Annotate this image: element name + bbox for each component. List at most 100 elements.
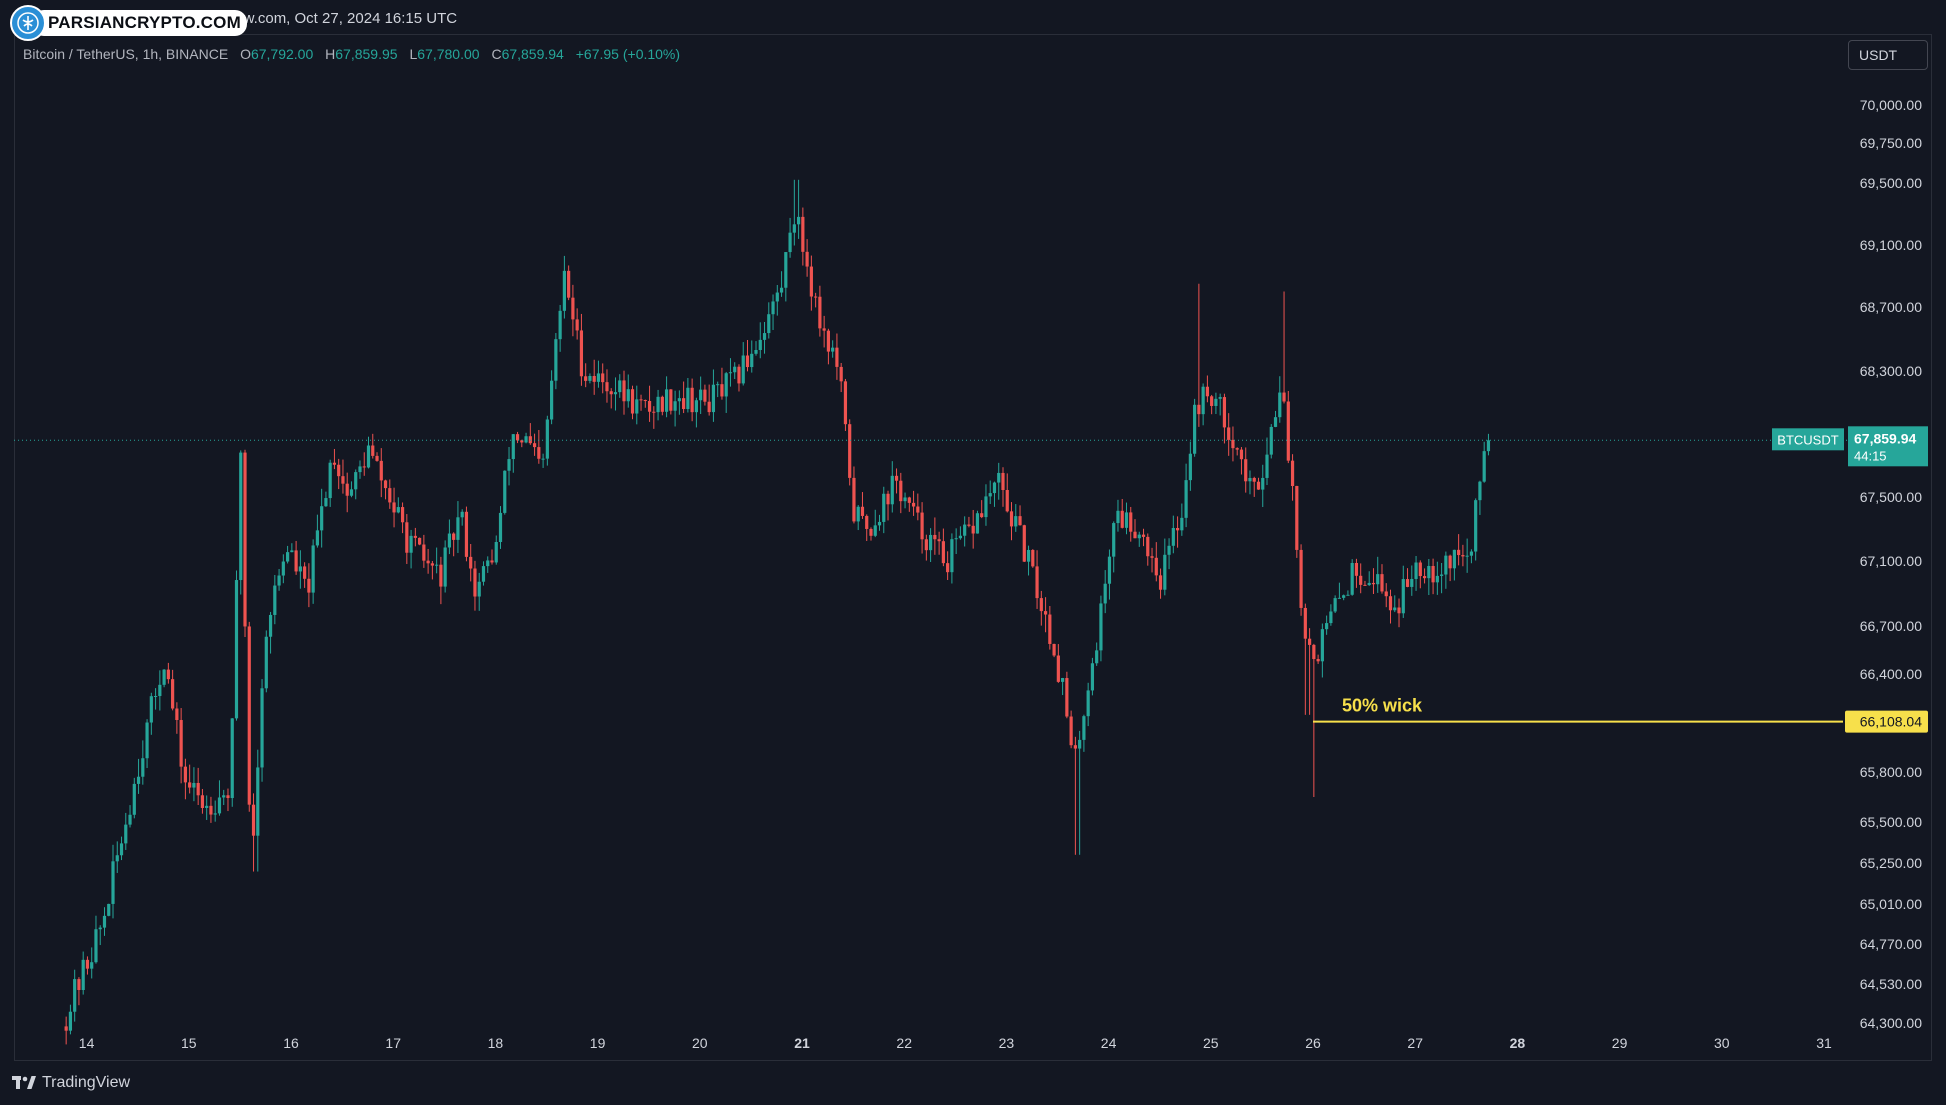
candle-body[interactable] (592, 376, 596, 382)
candle-body[interactable] (745, 355, 750, 368)
candle-body[interactable] (762, 333, 767, 340)
candle-body[interactable] (992, 482, 997, 494)
candle-body[interactable] (119, 843, 124, 856)
candle-body[interactable] (149, 696, 153, 723)
candle-body[interactable] (814, 296, 818, 298)
candle-body[interactable] (366, 445, 371, 468)
candle-body[interactable] (379, 460, 383, 481)
candle-body[interactable] (907, 497, 911, 503)
candle-body[interactable] (456, 517, 460, 540)
candle-body[interactable] (1401, 579, 1405, 614)
candle-body[interactable] (64, 1026, 68, 1031)
candle-body[interactable] (375, 455, 379, 461)
candle-body[interactable] (843, 381, 848, 425)
candle-body[interactable] (1452, 549, 1456, 569)
candle-body[interactable] (486, 560, 490, 567)
candle-body[interactable] (818, 296, 822, 329)
candle-body[interactable] (1197, 404, 1201, 415)
candle-body[interactable] (550, 380, 554, 420)
candle-body[interactable] (345, 483, 349, 496)
candle-body[interactable] (98, 927, 102, 930)
candle-body[interactable] (1137, 534, 1141, 539)
candle-body[interactable] (396, 507, 400, 513)
candle-body[interactable] (1393, 607, 1397, 611)
candle-body[interactable] (694, 400, 698, 413)
candle-body[interactable] (575, 319, 579, 331)
candle-body[interactable] (562, 270, 566, 311)
candle-body[interactable] (1227, 427, 1231, 440)
candle-body[interactable] (111, 861, 115, 904)
candle-body[interactable] (264, 636, 268, 689)
candle-body[interactable] (1043, 611, 1048, 615)
candle-body[interactable] (81, 959, 85, 991)
candle-body[interactable] (294, 550, 298, 572)
candle-body[interactable] (251, 804, 256, 836)
candle-body[interactable] (1474, 500, 1478, 552)
candle-body[interactable] (1278, 392, 1282, 418)
candle-body[interactable] (541, 458, 545, 460)
candle-body[interactable] (886, 493, 890, 505)
candle-body[interactable] (1107, 556, 1112, 584)
candle-body[interactable] (1325, 623, 1329, 630)
candle-body[interactable] (724, 373, 728, 397)
candle-body[interactable] (307, 578, 311, 593)
candle-body[interactable] (73, 979, 77, 1012)
candle-body[interactable] (963, 524, 967, 536)
candle-body[interactable] (754, 349, 758, 354)
candle-body[interactable] (460, 511, 464, 518)
candle-body[interactable] (1124, 512, 1129, 528)
candle-body[interactable] (1210, 396, 1214, 406)
candle-body[interactable] (622, 380, 626, 402)
candle-body[interactable] (958, 535, 963, 539)
candle-body[interactable] (1337, 597, 1342, 599)
candle-body[interactable] (686, 387, 690, 410)
candle-body[interactable] (337, 464, 341, 477)
candle-body[interactable] (1282, 392, 1286, 402)
candle-body[interactable] (809, 266, 813, 297)
candle-body[interactable] (1431, 565, 1435, 583)
candle-body[interactable] (801, 216, 805, 252)
candle-body[interactable] (358, 466, 362, 473)
candle-body[interactable] (315, 530, 320, 546)
candle-body[interactable] (1184, 480, 1188, 518)
candle-body[interactable] (865, 515, 869, 529)
candle-body[interactable] (558, 310, 562, 340)
candle-body[interactable] (528, 436, 532, 444)
candle-body[interactable] (1410, 578, 1414, 587)
candle-body[interactable] (1320, 629, 1324, 662)
candle-body[interactable] (1171, 527, 1175, 546)
candle-body[interactable] (852, 477, 856, 522)
candle-body[interactable] (422, 544, 426, 561)
candle-body[interactable] (481, 566, 486, 582)
candle-body[interactable] (1201, 386, 1205, 415)
candle-body[interactable] (226, 795, 230, 799)
candle-body[interactable] (882, 493, 886, 522)
candle-body[interactable] (1188, 453, 1192, 481)
candle-body[interactable] (929, 534, 933, 551)
candle-body[interactable] (298, 566, 302, 572)
candle-body[interactable] (1273, 417, 1278, 427)
candle-body[interactable] (1214, 398, 1218, 406)
candle-body[interactable] (1252, 477, 1256, 482)
candle-body[interactable] (788, 232, 792, 253)
candle-body[interactable] (605, 382, 609, 392)
candle-body[interactable] (162, 669, 166, 685)
candle-body[interactable] (971, 525, 975, 534)
candle-body[interactable] (988, 493, 992, 497)
candle-body[interactable] (452, 533, 456, 540)
candle-body[interactable] (1163, 554, 1167, 590)
candle-body[interactable] (890, 475, 894, 505)
candle-body[interactable] (860, 506, 865, 516)
candle-body[interactable] (400, 507, 405, 523)
candle-body[interactable] (733, 366, 737, 373)
candle-body[interactable] (260, 688, 264, 768)
candle-body[interactable] (1444, 555, 1448, 575)
candle-body[interactable] (532, 443, 537, 448)
candle-body[interactable] (115, 855, 119, 862)
candle-body[interactable] (1005, 489, 1009, 512)
candle-body[interactable] (1478, 481, 1482, 501)
candle-body[interactable] (682, 398, 686, 410)
candle-body[interactable] (1346, 594, 1350, 596)
candle-body[interactable] (1295, 486, 1299, 550)
candle-body[interactable] (1422, 576, 1427, 579)
